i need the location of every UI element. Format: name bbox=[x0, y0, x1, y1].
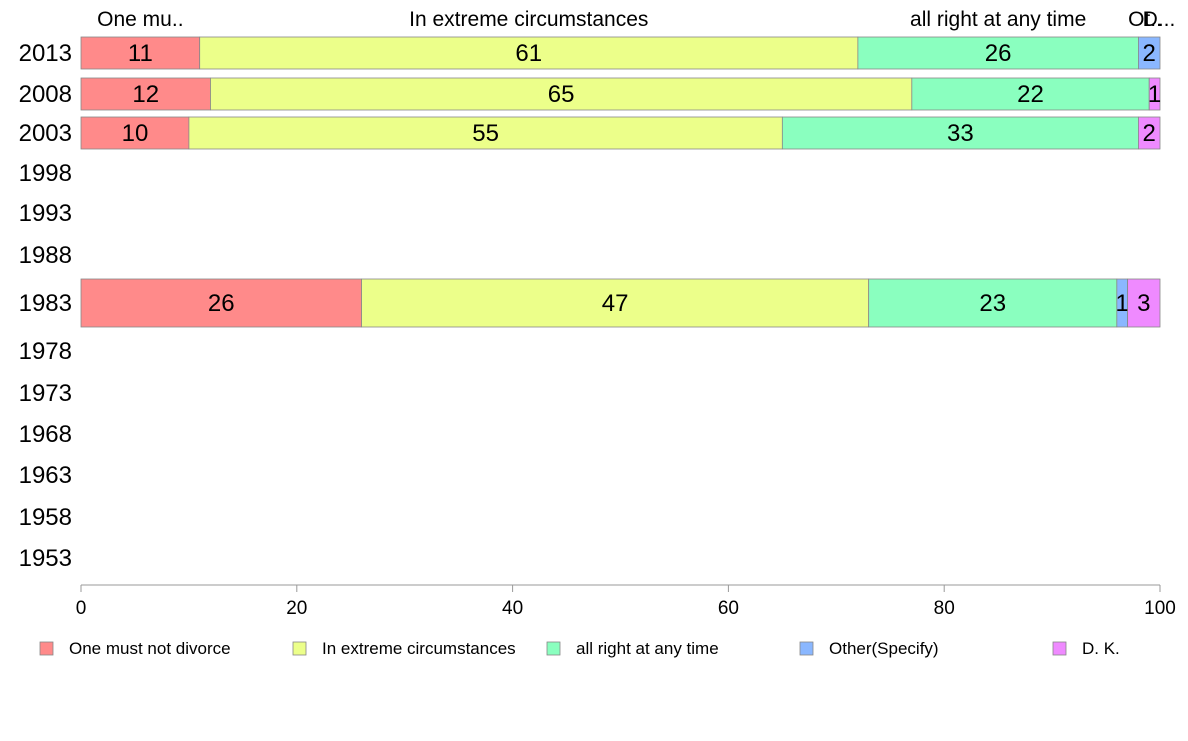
bar-label-2013-series-3: 2 bbox=[1143, 40, 1156, 67]
bar-label-2013-series-0: 11 bbox=[128, 40, 153, 67]
bar-2008-series-1 bbox=[210, 77, 913, 111]
bar-2013-series-1 bbox=[199, 36, 859, 70]
year-label-1993: 1993 bbox=[19, 200, 72, 227]
top-label-series-1: In extreme circumstances bbox=[409, 8, 648, 31]
year-label-2008: 2008 bbox=[19, 81, 72, 108]
x-axis: 0 20 40 60 80 100 bbox=[76, 584, 1176, 619]
legend-swatch-3 bbox=[799, 641, 814, 656]
top-labels: One mu.. In extreme circumstances all righ… bbox=[97, 8, 1175, 31]
legend-swatch-0 bbox=[39, 641, 54, 656]
legend-label-1: In extreme circumstances bbox=[322, 639, 516, 658]
year-label-1973: 1973 bbox=[19, 380, 72, 407]
bar-label-2008-series-4: 1 bbox=[1148, 81, 1161, 108]
bar-label-1983-series-2: 23 bbox=[979, 290, 1006, 317]
year-label-2013: 2013 bbox=[19, 40, 72, 67]
x-tick-label-100: 100 bbox=[1144, 598, 1176, 619]
bar-label-2003-series-4: 2 bbox=[1143, 120, 1156, 147]
bar-label-2013-series-1: 61 bbox=[515, 40, 542, 67]
bar-label-2008-series-1: 65 bbox=[548, 81, 575, 108]
bar-2003-series-1 bbox=[188, 116, 783, 150]
legend-label-3: Other(Specify) bbox=[829, 639, 939, 658]
bar-1983-series-0 bbox=[80, 278, 362, 328]
legend-swatch-4 bbox=[1052, 641, 1067, 656]
top-label-series-0: One mu.. bbox=[97, 8, 183, 31]
bar-label-1983-series-0: 26 bbox=[208, 290, 235, 317]
bar-2013-series-2 bbox=[857, 36, 1139, 70]
bar-label-1983-series-1: 47 bbox=[602, 290, 629, 317]
bar-2013-series-3 bbox=[1138, 36, 1161, 70]
bar-1983-series-1 bbox=[361, 278, 870, 328]
legend-label-2: all right at any time bbox=[576, 639, 719, 658]
bars-layer: 11 61 26 212 65 22 110 55 33 226 47 23 1 3 bbox=[80, 36, 1161, 328]
year-label-1963: 1963 bbox=[19, 462, 72, 489]
bar-2003-series-2 bbox=[781, 116, 1139, 150]
bar-1983-series-2 bbox=[868, 278, 1118, 328]
bar-2008-series-4 bbox=[1148, 77, 1161, 111]
legend-label-0: One must not divorce bbox=[69, 639, 231, 658]
x-tick-label-40: 40 bbox=[502, 598, 523, 619]
bar-label-2003-series-2: 33 bbox=[947, 120, 974, 147]
x-tick-label-20: 20 bbox=[286, 598, 307, 619]
x-tick-label-80: 80 bbox=[934, 598, 955, 619]
bar-2003-series-0 bbox=[80, 116, 190, 150]
year-label-1958: 1958 bbox=[19, 504, 72, 531]
year-labels: 2013 2008 2003 1998 1993 1988 1983 1978 1973 1968… bbox=[19, 40, 72, 572]
top-label-series-3: Ot.. bbox=[1128, 8, 1162, 31]
bar-label-2013-series-2: 26 bbox=[985, 40, 1012, 67]
bar-label-1983-series-4: 3 bbox=[1137, 290, 1150, 317]
year-label-2003: 2003 bbox=[19, 120, 72, 147]
bar-label-1983-series-3: 1 bbox=[1116, 290, 1129, 317]
bar-2008-series-2 bbox=[911, 77, 1150, 111]
x-tick-label-0: 0 bbox=[76, 598, 87, 619]
year-label-1953: 1953 bbox=[19, 545, 72, 572]
legend: One must not divorce In extreme circumsta… bbox=[39, 639, 1120, 658]
top-label-series-2: all right at any time bbox=[910, 8, 1086, 31]
legend-label-4: D. K. bbox=[1082, 639, 1120, 658]
year-label-1968: 1968 bbox=[19, 421, 72, 448]
legend-swatch-2 bbox=[546, 641, 561, 656]
year-label-1983: 1983 bbox=[19, 290, 72, 317]
legend-swatch-1 bbox=[292, 641, 307, 656]
top-label-series-4: D... bbox=[1143, 8, 1176, 31]
year-label-1988: 1988 bbox=[19, 242, 72, 269]
year-label-1978: 1978 bbox=[19, 338, 72, 365]
year-label-1998: 1998 bbox=[19, 160, 72, 187]
bar-2013-series-0 bbox=[80, 36, 201, 70]
bar-label-2008-series-2: 22 bbox=[1017, 81, 1044, 108]
bar-label-2003-series-0: 10 bbox=[122, 120, 149, 147]
bar-2008-series-0 bbox=[80, 77, 211, 111]
bar-2003-series-4 bbox=[1138, 116, 1161, 150]
bar-label-2003-series-1: 55 bbox=[472, 120, 499, 147]
bar-1983-series-4 bbox=[1127, 278, 1161, 328]
bar-label-2008-series-0: 12 bbox=[132, 81, 159, 108]
x-tick-label-60: 60 bbox=[718, 598, 739, 619]
